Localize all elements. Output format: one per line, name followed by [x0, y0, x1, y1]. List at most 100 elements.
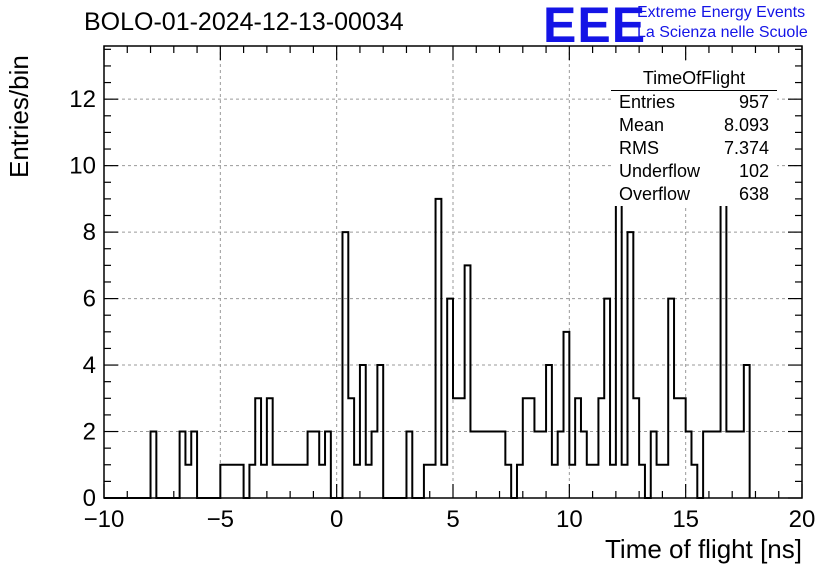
x-tick-label: 0 — [330, 506, 343, 533]
histogram-bin — [651, 432, 657, 498]
stats-value: 8.093 — [723, 115, 769, 135]
stats-row-mean: Mean 8.093 — [611, 114, 777, 137]
histogram-bin — [715, 432, 721, 498]
histogram-bin — [691, 465, 697, 498]
stats-label: Mean — [619, 115, 665, 135]
histogram-bin — [360, 365, 366, 498]
histogram-bin — [726, 432, 732, 498]
stats-row-underflow: Underflow 102 — [611, 160, 777, 183]
y-tick-label: 4 — [83, 352, 96, 379]
histogram-bin — [430, 465, 436, 498]
x-axis-label: Time of flight [ns] — [605, 534, 802, 564]
y-tick-label: 8 — [83, 219, 96, 246]
histogram-bin — [313, 432, 319, 498]
x-tick-label: 15 — [672, 506, 699, 533]
axis-ticks — [103, 46, 803, 499]
histogram-bin — [377, 365, 383, 498]
histogram-bin — [226, 465, 232, 498]
histogram-bin — [662, 465, 668, 498]
histogram-bin — [319, 465, 325, 498]
histogram-bin — [575, 398, 581, 498]
histogram-bin — [447, 299, 453, 498]
histogram-bin — [604, 299, 610, 498]
y-tick-label: 0 — [83, 485, 96, 512]
histogram-bin — [546, 365, 552, 498]
histogram-bin — [476, 432, 482, 498]
histogram-bin — [302, 465, 308, 498]
histogram-bin — [523, 398, 529, 498]
histogram-bin — [465, 265, 471, 498]
logo-caption: Extreme Energy Events La Scienza nelle S… — [637, 3, 808, 43]
histogram-bin — [534, 432, 540, 498]
histogram-bin — [296, 465, 302, 498]
x-tick-labels: −10 −5 0 5 10 15 20 — [84, 506, 816, 533]
y-tick-label: 10 — [69, 153, 96, 180]
histogram-bin — [593, 465, 599, 498]
stats-label: Underflow — [619, 161, 701, 181]
histogram-bin — [366, 465, 372, 498]
histogram-bin — [552, 465, 558, 498]
histogram-bin — [657, 465, 663, 498]
stats-row-entries: Entries 957 — [611, 91, 777, 114]
histogram-bin — [284, 465, 290, 498]
histogram-bin — [220, 465, 226, 498]
stats-value: 638 — [738, 184, 769, 204]
stats-label: Entries — [619, 92, 676, 112]
histogram-bin — [249, 465, 255, 498]
histogram-bin — [261, 465, 267, 498]
histogram-bin — [151, 432, 157, 498]
stats-title: TimeOfFlight — [611, 64, 777, 91]
histogram-bin — [668, 299, 674, 498]
eee-logo: EEE — [543, 0, 647, 53]
histogram-bin — [267, 398, 273, 498]
histogram-bin — [180, 432, 186, 498]
histogram-bin — [494, 432, 500, 498]
histogram-bin — [581, 432, 587, 498]
plot-title: BOLO-01-2024-12-13-00034 — [84, 8, 404, 36]
y-tick-label: 2 — [83, 419, 96, 446]
stats-value: 7.374 — [723, 138, 769, 158]
histogram-bin — [540, 432, 546, 498]
stats-box: TimeOfFlight Entries 957 Mean 8.093 RMS … — [611, 64, 777, 206]
histogram-bin — [674, 398, 680, 498]
histogram-bin — [628, 232, 634, 498]
histogram-bin — [738, 432, 744, 498]
histogram-bin — [732, 432, 738, 498]
x-tick-label: −10 — [84, 506, 125, 533]
histogram-bin — [639, 465, 645, 498]
histogram-bin — [517, 465, 523, 498]
histogram-bin — [185, 465, 191, 498]
stats-row-rms: RMS 7.374 — [611, 137, 777, 160]
histogram-bin — [436, 199, 442, 498]
histogram-bin — [633, 398, 639, 498]
histogram-bin — [686, 432, 692, 498]
histogram-bin — [406, 432, 412, 498]
histogram-bin — [558, 432, 564, 498]
histogram-bin — [372, 432, 378, 498]
histogram-bin — [564, 332, 570, 498]
histogram-bin — [453, 398, 459, 498]
x-tick-label: 10 — [556, 506, 583, 533]
stats-value: 957 — [738, 92, 769, 112]
histogram-bin — [709, 432, 715, 498]
y-tick-label: 12 — [69, 86, 96, 113]
histogram-bin — [529, 398, 535, 498]
histogram-bin — [325, 432, 331, 498]
histogram-bin — [354, 465, 360, 498]
x-tick-label: −5 — [207, 506, 234, 533]
logo-caption-line1: Extreme Energy Events — [637, 4, 806, 21]
histogram-bin — [191, 432, 197, 498]
histogram-bin — [238, 465, 244, 498]
y-tick-label: 6 — [83, 286, 96, 313]
histogram-bin — [255, 398, 261, 498]
histogram-bin — [587, 465, 593, 498]
histogram-bin — [348, 398, 354, 498]
histogram-bin — [308, 432, 314, 498]
histogram-bin — [482, 432, 488, 498]
stats-row-overflow: Overflow 638 — [611, 183, 777, 206]
histogram-bin — [441, 465, 447, 498]
histogram-bin — [569, 465, 575, 498]
histogram-bin — [279, 465, 285, 498]
histogram-bin — [342, 232, 348, 498]
